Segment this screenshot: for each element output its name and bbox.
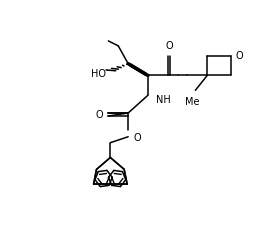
Text: Me: Me [185,97,200,107]
Text: O: O [165,41,173,51]
Text: NH: NH [156,95,171,105]
Text: O: O [133,133,141,143]
Text: O: O [236,51,244,61]
Text: O: O [96,110,103,120]
Text: HO: HO [91,69,106,79]
